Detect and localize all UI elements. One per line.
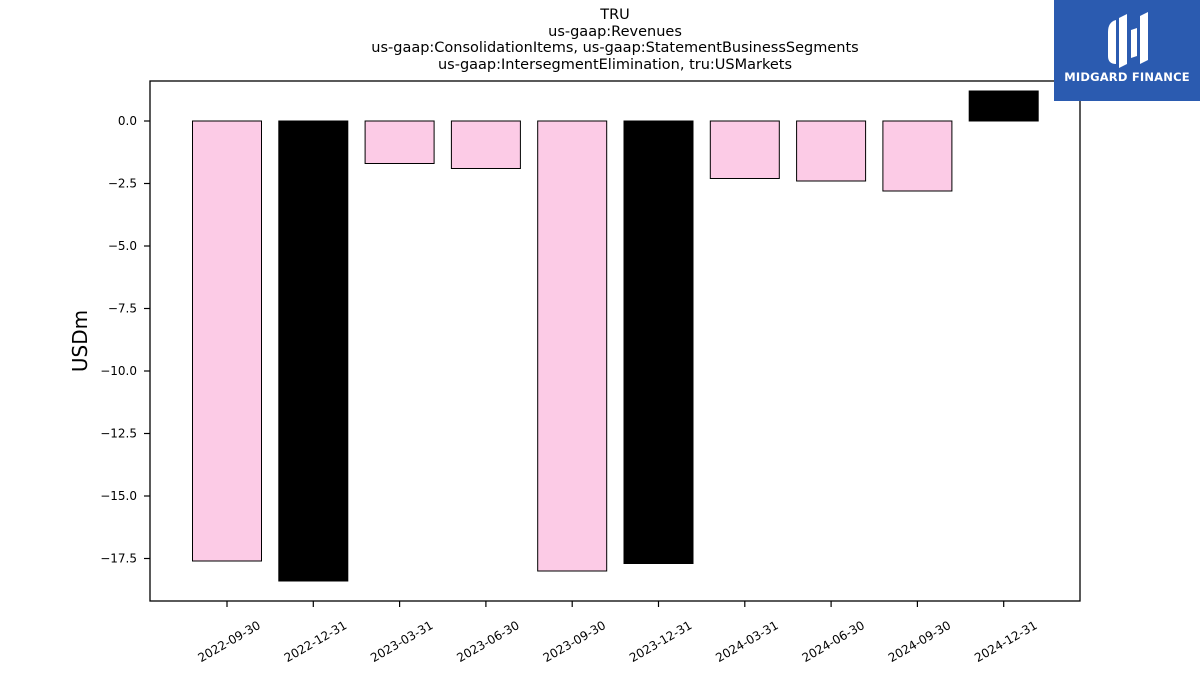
y-tick-label: −7.5	[108, 302, 137, 316]
bar-2024-09-30	[882, 120, 953, 192]
bar-2022-12-31	[278, 120, 349, 582]
title-line-members: us-gaap:IntersegmentElimination, tru:USM…	[437, 56, 793, 73]
bar-2023-03-31	[364, 120, 435, 164]
bars-group	[192, 90, 1039, 582]
y-axis-label: USDm	[68, 310, 92, 372]
title-line-concept: us-gaap:Revenues	[548, 23, 682, 40]
y-tick-label: −5.0	[108, 239, 137, 253]
title-line-ticker: TRU	[600, 7, 630, 23]
bar-2023-12-31	[623, 120, 694, 564]
title-line-axis: us-gaap:ConsolidationItems, us-gaap:Stat…	[371, 40, 859, 56]
x-tick-label: 2022-09-30	[195, 618, 262, 665]
bar-2023-09-30	[537, 120, 608, 572]
y-tick-label: 0.0	[118, 114, 137, 128]
bar-2024-03-31	[709, 120, 780, 179]
x-axis: 2022-09-30 2022-12-31 2023-03-31 2023-06-30…	[195, 601, 1040, 665]
y-tick-label: −2.5	[108, 177, 137, 191]
bar-2024-06-30	[796, 120, 867, 182]
y-axis: 0.0 −2.5 −5.0 −7.5 −10.0 −12.5 −15.0 −17.5	[100, 114, 150, 566]
midgard-logo-icon	[1108, 12, 1148, 68]
y-tick-label: −10.0	[100, 364, 137, 378]
y-tick-label: −12.5	[100, 427, 137, 441]
plot-frame	[149, 80, 1081, 602]
x-tick-label: 2022-12-31	[282, 618, 349, 665]
midgard-finance-logo: MIDGARD FINANCE	[1054, 0, 1200, 101]
bar-2024-12-31	[968, 90, 1039, 122]
x-tick-label: 2024-12-31	[972, 618, 1039, 665]
y-tick-label: −15.0	[100, 489, 137, 503]
y-tick-label: −17.5	[100, 552, 137, 566]
x-tick-label: 2024-03-31	[713, 618, 780, 665]
logo-text: MIDGARD FINANCE	[1064, 70, 1190, 84]
chart-title: TRU us-gaap:Revenues us-gaap:Consolidati…	[150, 7, 1080, 73]
bar-2023-06-30	[450, 120, 521, 169]
x-tick-label: 2023-12-31	[627, 618, 694, 665]
x-tick-label: 2024-06-30	[800, 618, 867, 665]
x-tick-label: 2023-03-31	[368, 618, 435, 665]
x-tick-label: 2024-09-30	[886, 618, 953, 665]
x-tick-label: 2023-09-30	[541, 618, 608, 665]
x-tick-label: 2023-06-30	[454, 618, 521, 665]
bar-2022-09-30	[192, 120, 262, 562]
